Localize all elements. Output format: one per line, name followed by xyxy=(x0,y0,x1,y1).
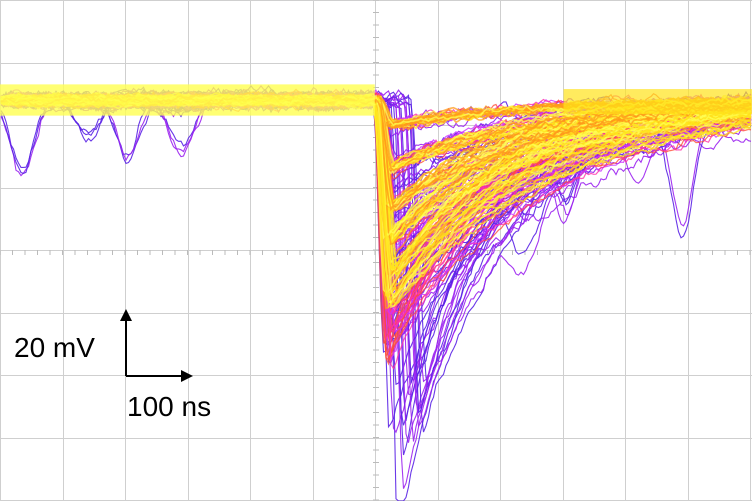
persistence-traces xyxy=(0,84,752,501)
baseline-band xyxy=(0,84,375,116)
baseline-band-right xyxy=(563,89,752,115)
vertical-scale-arrow xyxy=(120,309,132,321)
vertical-scale-label: 20 mV xyxy=(14,332,95,363)
horizontal-scale-label: 100 ns xyxy=(127,391,212,422)
horizontal-scale-arrow xyxy=(181,370,193,382)
scale-bars xyxy=(120,309,193,382)
